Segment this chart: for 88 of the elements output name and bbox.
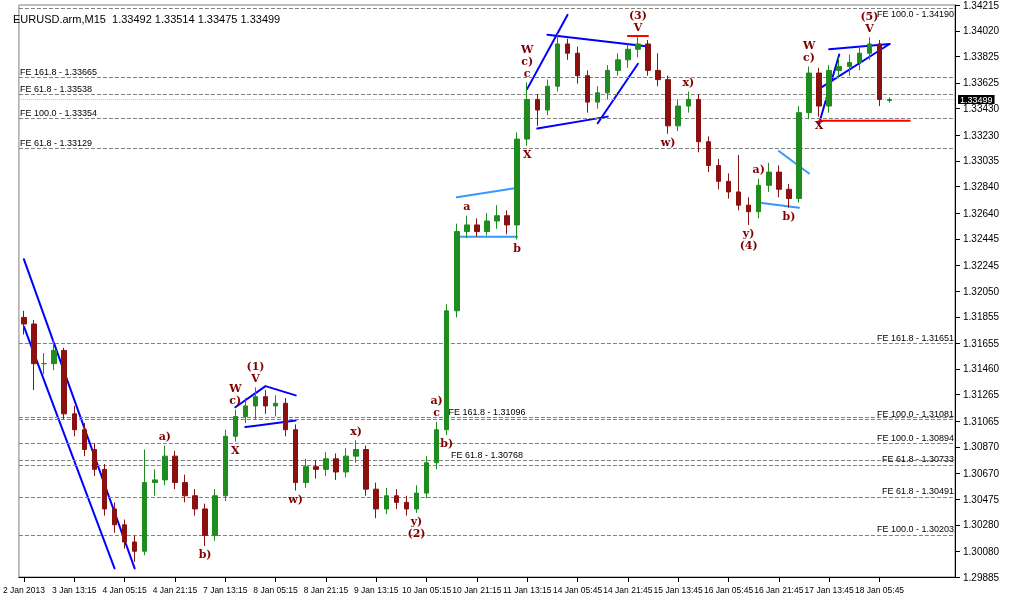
y-tick-label: 1.29885 [963, 571, 1000, 583]
y-tick-label: 1.30475 [963, 493, 1000, 505]
y-tick-label: 1.33230 [963, 129, 1000, 141]
annotation: x) [682, 76, 695, 90]
y-tick-label: 1.33430 [963, 103, 1000, 115]
x-tick-label: 10 Jan 21:15 [452, 584, 502, 595]
ref-line-label: FE 100.0 - 1.30894 [876, 433, 954, 444]
ref-line-label: FE 161.8 - 1.31651 [876, 333, 954, 344]
annotation: W [228, 382, 243, 396]
x-tick-label: 7 Jan 13:15 [203, 584, 248, 595]
annotation: X [231, 444, 241, 458]
y-tick-label: 1.30870 [963, 441, 1000, 453]
ref-line-label: FE 61.8 - 1.30733 [881, 454, 954, 465]
ref-line-label: FE 100.0 - 1.30203 [876, 524, 954, 535]
y-tick-label: 1.31655 [963, 337, 1000, 349]
x-tick-label: 10 Jan 05:15 [401, 584, 452, 595]
annotation: W [520, 42, 535, 56]
y-tick-label: 1.34020 [963, 25, 1000, 37]
annotation: (5) [860, 9, 879, 23]
ref-line-label: FE 61.8 - 1.33538 [19, 83, 92, 94]
annotation: b) [782, 210, 796, 224]
y-tick-label: 1.32245 [963, 259, 1000, 271]
ref-line-label: FE 100.0 - 1.33354 [19, 108, 97, 119]
x-tick-label: 17 Jan 13:45 [804, 584, 855, 595]
annotation: a [463, 200, 471, 214]
ref-line-label: 1.33499 [960, 94, 993, 105]
y-tick-label: 1.33035 [963, 155, 1000, 167]
x-tick-label: 18 Jan 05:45 [854, 584, 905, 595]
x-tick-label: 16 Jan 05:45 [703, 584, 754, 595]
annotation: c) [229, 394, 242, 408]
y-tick-label: 1.30670 [963, 467, 1000, 479]
y-tick-label: 1.30280 [963, 519, 1000, 531]
x-tick-label: 14 Jan 05:45 [552, 584, 603, 595]
y-tick-label: 1.33625 [963, 77, 1000, 89]
x-tick-label: 4 Jan 21:15 [152, 584, 198, 595]
text: EURUSD.arm,M15 1.33492 1.33514 1.33475 1.33499 [13, 12, 281, 25]
y-tick-label: 1.31265 [963, 389, 1000, 401]
annotation: x) [350, 424, 362, 438]
ref-line-label: FE 161.8 - 1.33665 [19, 67, 97, 78]
annotation: b) [198, 548, 212, 562]
annotation: W [801, 38, 816, 52]
x-tick-label: 16 Jan 21:45 [754, 584, 804, 595]
x-tick-label: 9 Jan 13:15 [354, 584, 399, 595]
annotation: (1) [246, 359, 265, 373]
x-tick-label: 8 Jan 05:15 [253, 584, 299, 595]
y-tick-label: 1.32640 [963, 207, 1000, 219]
y-tick-label: 1.31855 [963, 311, 1000, 323]
annotation: c [433, 406, 441, 420]
annotation: c) [803, 50, 815, 64]
annotation: b) [440, 437, 454, 451]
x-tick-label: 14 Jan 21:45 [603, 584, 653, 595]
x-tick-label: 11 Jan 13:15 [502, 584, 552, 595]
ref-line-label: FE 100.0 - 1.31081 [876, 408, 954, 419]
annotation: X [814, 119, 824, 133]
annotation: V [250, 371, 261, 385]
y-tick-label: 1.32050 [963, 285, 1000, 297]
annotation: V [864, 21, 875, 35]
annotation: a) [158, 430, 172, 444]
ref-line-label: FE 61.8 - 1.30491 [881, 486, 954, 497]
y-tick-label: 1.30080 [963, 545, 1000, 557]
annotation: a) [430, 394, 443, 408]
x-tick-label: 4 Jan 05:15 [102, 584, 148, 595]
y-tick-label: 1.32445 [963, 233, 1000, 245]
ref-line-label: FE 161.8 - 1.31096 [448, 406, 526, 417]
annotation: (3) [628, 8, 647, 22]
annotation: y) [409, 515, 423, 529]
annotation: (2) [407, 527, 426, 541]
x-tick-label: 2 Jan 2013 [2, 584, 46, 595]
y-tick-label: 1.33825 [963, 51, 1000, 63]
annotation: c [523, 66, 531, 80]
x-tick-label: 15 Jan 13:45 [653, 584, 704, 595]
annotation: c) [521, 54, 534, 68]
annotation: b [513, 241, 522, 255]
y-tick-label: 1.31460 [963, 363, 1000, 375]
y-tick-label: 1.34215 [963, 0, 1000, 11]
annotation: a) [752, 163, 765, 177]
ref-line-label: FE 61.8 - 1.30768 [450, 449, 523, 460]
annotation: (4) [739, 239, 758, 253]
ref-line-label: FE 61.8 - 1.33129 [19, 137, 92, 148]
annotation: X [522, 148, 532, 162]
annotation: w) [287, 492, 304, 506]
y-tick-label: 1.32840 [963, 181, 1000, 193]
y-tick-label: 1.31065 [963, 415, 1000, 427]
annotation: V [632, 20, 643, 34]
x-tick-label: 8 Jan 21:15 [303, 584, 349, 595]
annotation: w) [659, 136, 676, 150]
annotation: y) [741, 227, 755, 241]
x-tick-label: 3 Jan 13:15 [52, 584, 97, 595]
